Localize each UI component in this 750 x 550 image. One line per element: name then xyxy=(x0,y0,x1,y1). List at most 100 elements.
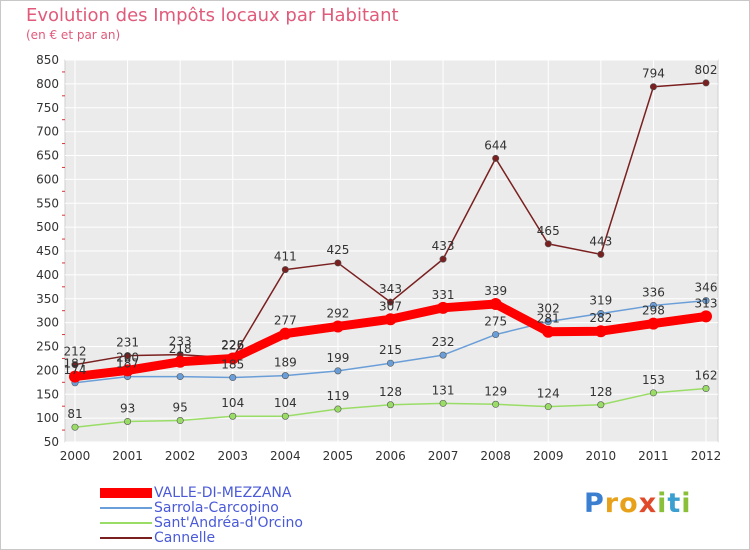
data-point xyxy=(439,351,447,359)
data-point xyxy=(492,400,500,408)
data-point xyxy=(176,373,184,381)
proxiti-logo: Proxiti xyxy=(584,488,692,519)
x-tick-label: 2007 xyxy=(428,449,459,463)
data-point xyxy=(702,79,710,87)
data-label: 644 xyxy=(484,138,507,152)
y-tick-label: 400 xyxy=(36,268,59,282)
data-point xyxy=(647,317,660,330)
data-point xyxy=(649,389,657,397)
data-label: 292 xyxy=(326,306,349,320)
x-tick-label: 2008 xyxy=(480,449,511,463)
data-label: 465 xyxy=(537,224,560,238)
data-point xyxy=(71,361,79,369)
data-label: 174 xyxy=(64,363,87,377)
x-tick-label: 2004 xyxy=(270,449,301,463)
data-label: 282 xyxy=(589,311,612,325)
data-point xyxy=(229,374,237,382)
data-label: 129 xyxy=(484,384,507,398)
data-point xyxy=(174,355,187,368)
data-point xyxy=(492,331,500,339)
data-label: 131 xyxy=(432,383,455,397)
brand-letter: P xyxy=(584,488,605,519)
data-label: 187 xyxy=(64,357,87,371)
legend-label: Cannelle xyxy=(154,530,216,546)
y-tick-label: 450 xyxy=(36,244,59,258)
data-label: 189 xyxy=(274,356,297,370)
data-point xyxy=(437,301,450,314)
data-point xyxy=(279,327,292,340)
legend-swatch xyxy=(100,522,152,524)
data-point xyxy=(334,367,342,375)
data-point xyxy=(229,412,237,420)
data-point xyxy=(226,352,239,365)
data-point xyxy=(384,313,397,326)
data-label: 124 xyxy=(537,387,560,401)
y-tick-label: 300 xyxy=(36,316,59,330)
data-label: 277 xyxy=(274,314,297,328)
data-point xyxy=(281,412,289,420)
x-tick-label: 2002 xyxy=(165,449,196,463)
legend-label: Sant'Andréa-d'Orcino xyxy=(154,515,303,531)
data-label: 104 xyxy=(274,396,297,410)
y-tick-label: 550 xyxy=(36,196,59,210)
data-label: 794 xyxy=(642,67,665,81)
x-tick-label: 2000 xyxy=(60,449,91,463)
data-label: 93 xyxy=(120,401,135,415)
legend-item-valle-di-mezzana: VALLE-DI-MEZZANA xyxy=(100,485,291,501)
y-tick-label: 500 xyxy=(36,220,59,234)
data-point xyxy=(124,352,132,360)
data-label: 281 xyxy=(537,312,560,326)
y-tick-label: 250 xyxy=(36,340,59,354)
data-label: 313 xyxy=(695,296,718,310)
data-point xyxy=(702,297,710,305)
data-label: 339 xyxy=(484,284,507,298)
data-label: 233 xyxy=(169,335,192,349)
data-label: 433 xyxy=(432,239,455,253)
data-label: 302 xyxy=(537,302,560,316)
data-label: 336 xyxy=(642,285,665,299)
data-label: 212 xyxy=(64,345,87,359)
y-tick-label: 650 xyxy=(36,149,59,163)
data-label: 231 xyxy=(116,336,139,350)
y-tick-label: 850 xyxy=(36,53,59,67)
chart-title: Evolution des Impôts locaux par Habitant xyxy=(26,5,399,26)
legend-item-sarrola-carcopino: Sarrola-Carcopino xyxy=(100,500,279,516)
legend-swatch xyxy=(100,507,152,509)
brand-letter: i xyxy=(681,488,692,519)
data-point xyxy=(649,83,657,91)
data-label: 346 xyxy=(695,281,718,295)
data-point xyxy=(386,401,394,409)
data-point xyxy=(544,318,552,326)
data-point xyxy=(594,325,607,338)
data-label: 128 xyxy=(379,385,402,399)
x-tick-label: 2012 xyxy=(691,449,722,463)
data-label: 153 xyxy=(642,373,665,387)
data-label: 443 xyxy=(589,234,612,248)
brand-letter: i xyxy=(657,488,668,519)
legend-item-sant-andrea-d-orcino: Sant'Andréa-d'Orcino xyxy=(100,515,303,531)
data-label: 802 xyxy=(695,63,718,77)
data-label: 200 xyxy=(116,350,139,364)
data-point xyxy=(121,364,134,377)
y-tick-label: 200 xyxy=(36,363,59,377)
data-point xyxy=(386,359,394,367)
data-point xyxy=(281,266,289,274)
x-tick-label: 2005 xyxy=(323,449,354,463)
data-label: 95 xyxy=(173,401,188,415)
data-point xyxy=(439,255,447,263)
data-point xyxy=(542,325,555,338)
data-label: 218 xyxy=(169,342,192,356)
data-label: 298 xyxy=(642,304,665,318)
data-label: 81 xyxy=(67,407,82,421)
data-point xyxy=(544,403,552,411)
data-label: 187 xyxy=(116,357,139,371)
data-point xyxy=(71,423,79,431)
data-point xyxy=(281,372,289,380)
x-tick-label: 2010 xyxy=(586,449,617,463)
data-point xyxy=(176,417,184,425)
legend-swatch xyxy=(100,488,152,498)
data-point xyxy=(597,401,605,409)
x-tick-label: 2003 xyxy=(217,449,248,463)
brand-letter: o xyxy=(619,488,639,519)
